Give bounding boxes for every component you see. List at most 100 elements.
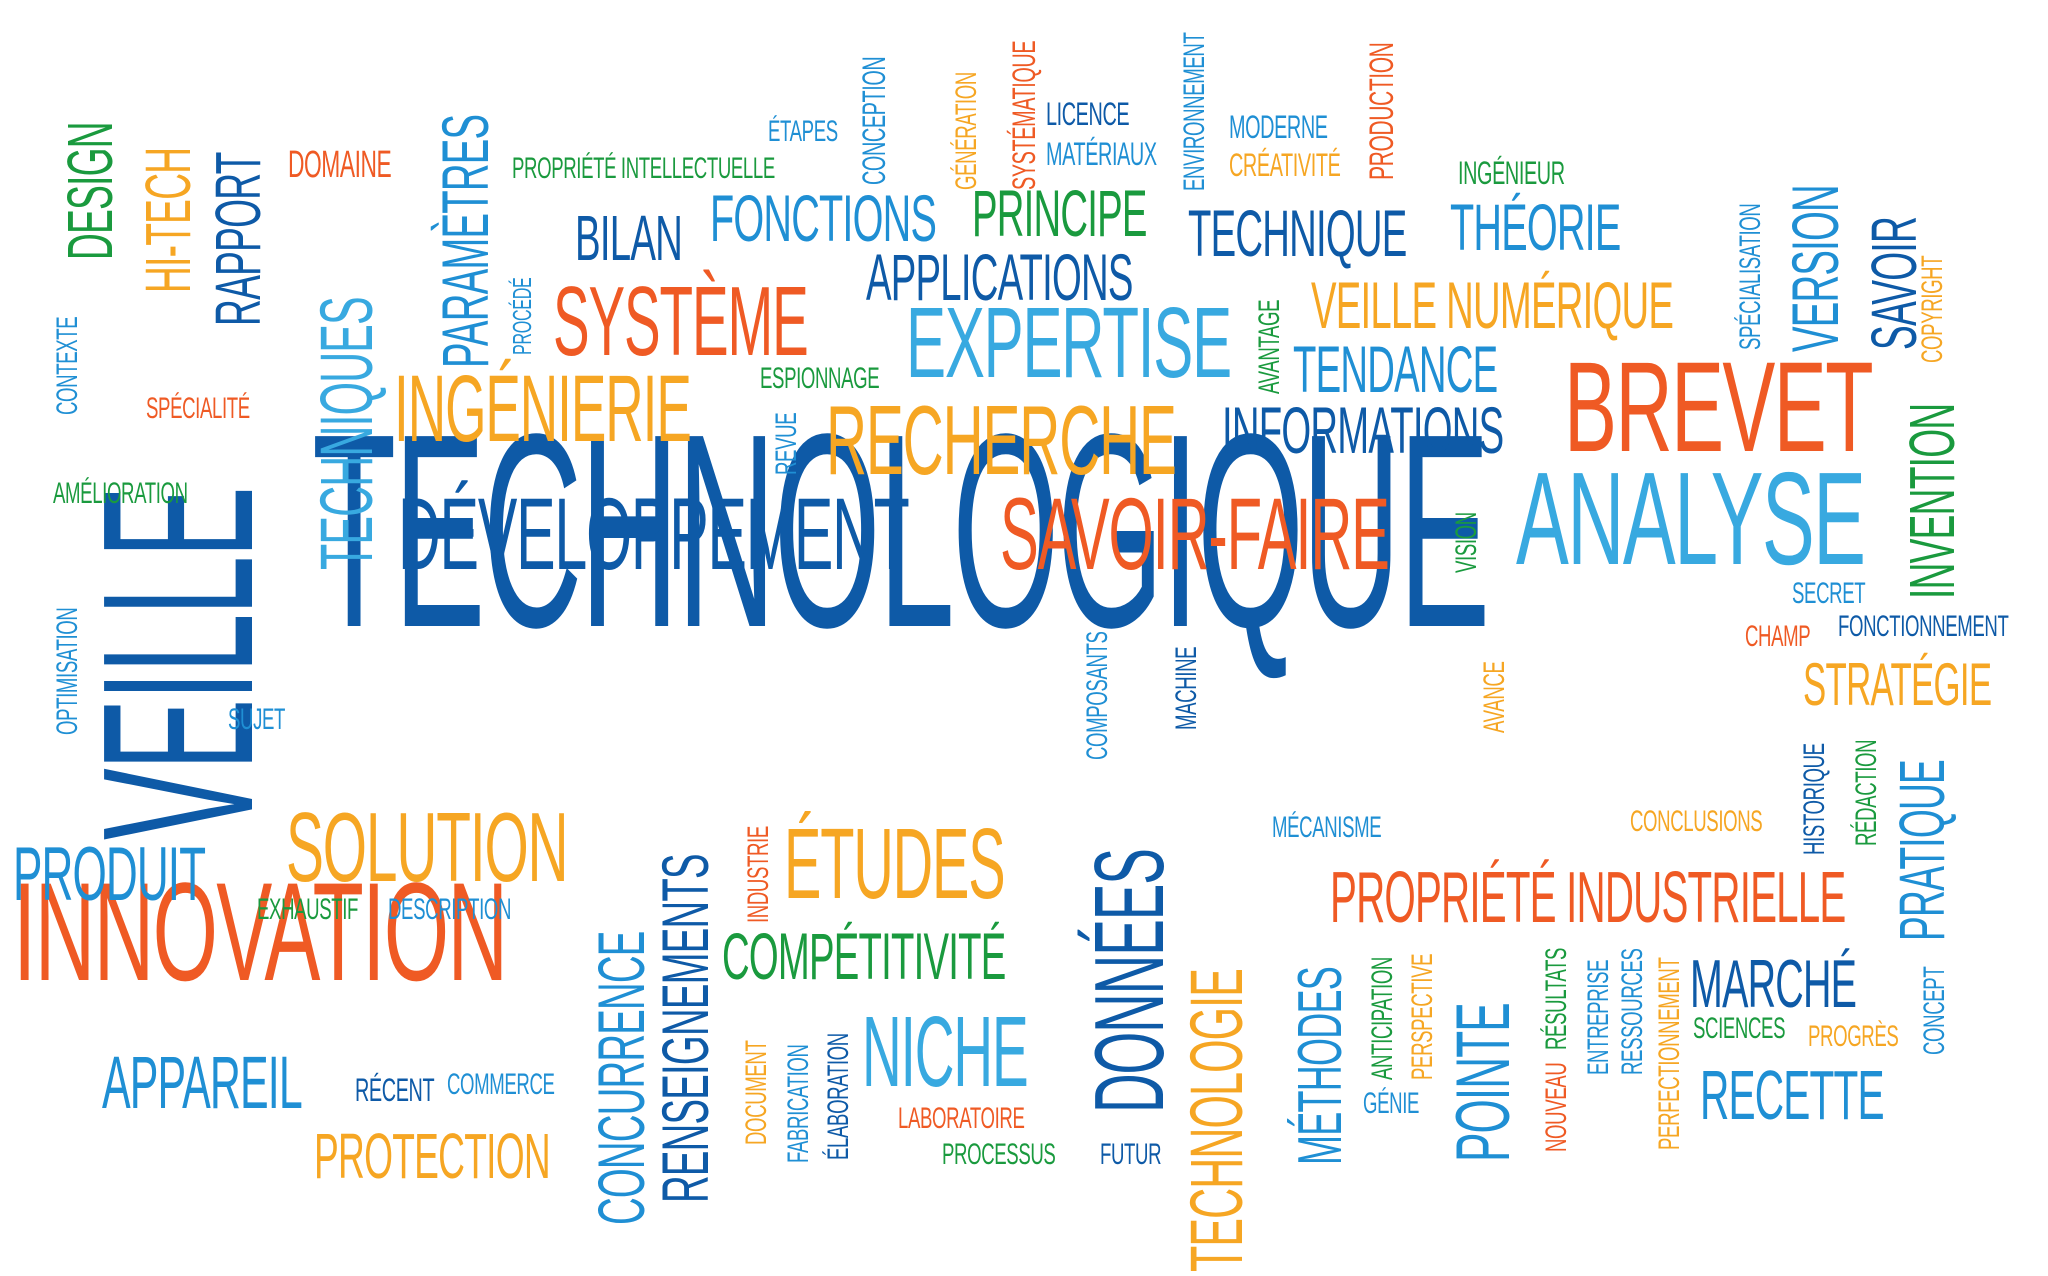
word-parametres: PARAMÈTRES: [428, 114, 502, 368]
word-materiaux: MATÉRIAUX: [1046, 136, 1157, 172]
word-mecanisme: MÉCANISME: [1272, 811, 1382, 844]
word-espionnage: ESPIONNAGE: [760, 362, 880, 395]
word-fabrication: FABRICATION: [782, 1044, 815, 1163]
word-industrie: INDUSTRIE: [742, 826, 775, 923]
word-progres: PROGRÈS: [1808, 1020, 1899, 1053]
word-etapes: ÉTAPES: [768, 115, 838, 148]
word-amelioration: AMÉLIORATION: [53, 477, 188, 510]
word-sujet: SUJET: [228, 703, 286, 736]
word-perfectionnement: PERFECTIONNEMENT: [1653, 957, 1686, 1150]
word-ressources: RESSOURCES: [1616, 948, 1649, 1075]
word-elaboration: ÉLABORATION: [822, 1033, 855, 1160]
word-commerce: COMMERCE: [447, 1068, 555, 1101]
word-principe: PRINCIPE: [972, 176, 1147, 250]
word-version: VERSION: [1778, 185, 1852, 352]
word-pratique: PRATIQUE: [1886, 759, 1958, 941]
word-creativite: CRÉATIVITÉ: [1229, 147, 1341, 183]
word-optimisation: OPTIMISATION: [51, 607, 84, 735]
word-analyse: ANALYSE: [1516, 445, 1866, 592]
word-composants: COMPOSANTS: [1081, 631, 1114, 760]
word-systeme: SYSTÈME: [553, 266, 809, 376]
word-production: PRODUCTION: [1363, 42, 1401, 180]
word-recherche: RECHERCHE: [826, 385, 1177, 495]
word-pointe: POINTE: [1441, 1003, 1526, 1162]
word-recent: RÉCENT: [355, 1072, 435, 1108]
word-veille-numerique: VEILLE NUMÉRIQUE: [1311, 268, 1674, 342]
word-procede: PROCÉDÉ: [507, 277, 537, 355]
word-nouveau: NOUVEAU: [1540, 1062, 1573, 1152]
word-moderne: MODERNE: [1229, 109, 1328, 145]
word-recette: RECETTE: [1700, 1056, 1885, 1134]
word-revue: REVUE: [770, 412, 803, 475]
word-futur: FUTUR: [1100, 1138, 1162, 1171]
word-competitivite: COMPÉTITIVITÉ: [722, 919, 1006, 993]
word-propriete-industrielle: PROPRIÉTÉ INDUSTRIELLE: [1330, 858, 1846, 938]
word-generation: GÉNÉRATION: [950, 72, 983, 190]
word-description: DESCRIPTION: [388, 893, 512, 926]
word-conception: CONCEPTION: [856, 56, 892, 186]
word-rapport: RAPPORT: [202, 152, 274, 326]
word-secret: SECRET: [1792, 577, 1866, 610]
word-technique: TECHNIQUE: [1188, 196, 1407, 270]
word-propriete-intellectuelle: PROPRIÉTÉ INTELLECTUELLE: [512, 152, 775, 185]
word-fonctions: FONCTIONS: [710, 181, 937, 255]
word-informations: INFORMATIONS: [1222, 393, 1504, 467]
word-fonctionnement: FONCTIONNEMENT: [1838, 610, 2009, 643]
word-machine: MACHINE: [1170, 646, 1203, 730]
word-techniques: TECHNIQUES: [305, 297, 388, 570]
word-contexte: CONTEXTE: [51, 316, 84, 415]
word-concept: CONCEPT: [1918, 966, 1951, 1055]
word-protection: PROTECTION: [314, 1120, 551, 1192]
word-appareil: APPAREIL: [102, 1041, 303, 1124]
word-renseignements: RENSEIGNEMENTS: [648, 854, 722, 1203]
word-historique: HISTORIQUE: [1798, 743, 1831, 855]
word-marche: MARCHÉ: [1690, 946, 1857, 1022]
word-invention: INVENTION: [1896, 403, 1968, 599]
word-copyright: COPYRIGHT: [1916, 255, 1949, 363]
word-environnement: ENVIRONNEMENT: [1178, 32, 1211, 191]
word-technologique: TECHNOLOGIQUE: [312, 377, 1490, 685]
word-specialite: SPÉCIALITÉ: [146, 392, 250, 425]
word-licence: LICENCE: [1046, 96, 1130, 132]
word-ingenieur: INGÉNIEUR: [1458, 155, 1565, 191]
word-ingenierie: INGÉNIERIE: [394, 356, 692, 462]
word-perspective: PERSPECTIVE: [1406, 953, 1439, 1080]
word-resultats: RÉSULTATS: [1540, 947, 1573, 1050]
word-design: DESIGN: [54, 122, 126, 260]
word-genie: GÉNIE: [1363, 1087, 1420, 1120]
word-avance: AVANCE: [1478, 661, 1511, 733]
word-entreprise: ENTREPRISE: [1582, 959, 1615, 1075]
word-donnees: DONNÉES: [1074, 849, 1184, 1113]
word-strategie: STRATÉGIE: [1803, 651, 1992, 718]
word-anticipation: ANTICIPATION: [1366, 957, 1399, 1080]
word-developpement: DÉVELOPPEMENT: [398, 477, 910, 591]
word-solution: SOLUTION: [286, 792, 569, 902]
word-etudes: ÉTUDES: [784, 808, 1006, 920]
word-champ: CHAMP: [1745, 620, 1811, 653]
word-vision: VISION: [1450, 512, 1483, 573]
word-laboratoire: LABORATOIRE: [898, 1102, 1025, 1135]
word-brevet: BREVET: [1564, 336, 1874, 479]
word-bilan: BILAN: [575, 202, 683, 274]
word-theorie: THÉORIE: [1450, 190, 1621, 264]
word-concurrence: CONCURRENCE: [584, 931, 658, 1225]
word-conclusions: CONCLUSIONS: [1630, 805, 1763, 838]
word-savoir-faire: SAVOIR-FAIRE: [1000, 477, 1390, 591]
word-veille: VEILLE: [57, 488, 298, 840]
word-produit: PRODUIT: [13, 832, 206, 917]
word-specialisation: SPÉCIALISATION: [1734, 203, 1767, 350]
word-technologie: TECHNOLOGIE: [1175, 969, 1258, 1272]
word-processus: PROCESSUS: [942, 1138, 1056, 1171]
word-domaine: DOMAINE: [288, 144, 392, 186]
word-avantage: AVANTAGE: [1253, 299, 1286, 394]
word-hi-tech: HI-TECH: [132, 147, 204, 293]
word-exhaustif: EXHAUSTIF: [257, 893, 359, 926]
word-expertise: EXPERTISE: [906, 287, 1232, 399]
word-redaction: RÉDACTION: [1850, 739, 1883, 846]
word-sciences: SCIENCES: [1693, 1012, 1786, 1045]
word-document: DOCUMENT: [740, 1040, 773, 1145]
word-tendance: TENDANCE: [1293, 332, 1498, 406]
word-applications: APPLICATIONS: [866, 240, 1133, 314]
word-methodes: MÉTHODES: [1286, 966, 1355, 1165]
